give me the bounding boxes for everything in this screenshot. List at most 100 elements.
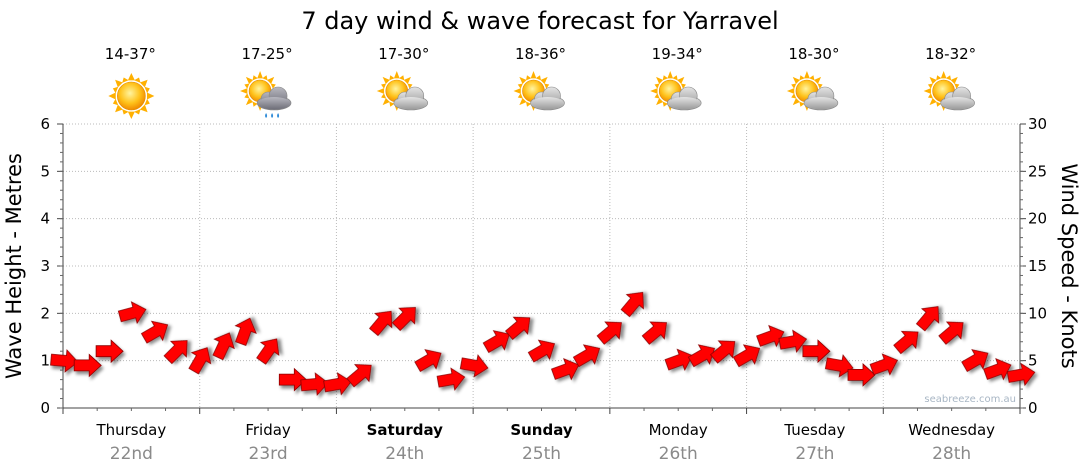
left-tick-label: 6 xyxy=(40,115,50,133)
wind-arrow xyxy=(278,367,307,392)
sun-cloud-icon xyxy=(923,71,975,111)
sun-ray xyxy=(139,79,148,88)
day-name-label: Tuesday xyxy=(783,421,845,439)
wind-arrows xyxy=(50,291,1036,396)
day-date-label: 24th xyxy=(385,444,424,464)
sun-cloud-icon xyxy=(513,71,565,111)
sun-ray xyxy=(112,86,119,94)
sun-ray xyxy=(656,76,664,85)
sun-ray xyxy=(108,92,116,100)
sun-ray xyxy=(927,83,934,89)
sun-ray xyxy=(262,75,268,81)
sun-ray xyxy=(929,76,937,85)
wind-arrow xyxy=(1006,362,1036,387)
rain-drop xyxy=(277,113,280,118)
cloud-shape xyxy=(256,86,292,111)
sun-ray xyxy=(115,79,123,88)
sun-ray xyxy=(403,76,411,85)
sun-ray xyxy=(654,83,660,89)
wind-arrow xyxy=(50,349,79,373)
wind-arrow xyxy=(915,306,940,332)
sun-ray xyxy=(134,77,141,83)
wind-arrow xyxy=(212,332,235,361)
sun-ray xyxy=(680,83,686,89)
day-name-label: Thursday xyxy=(95,421,166,439)
sun-ray xyxy=(122,77,129,83)
sun-ray xyxy=(929,97,937,106)
sun-ray xyxy=(667,71,674,79)
sun-ray xyxy=(252,101,258,107)
day-date-label: 26th xyxy=(659,444,698,464)
sun-ray xyxy=(791,93,797,99)
sun-ray xyxy=(786,88,795,94)
wind-arrow xyxy=(188,347,212,375)
sun-ray xyxy=(519,76,527,85)
wind-arrow xyxy=(596,321,622,345)
sun-ray xyxy=(252,75,258,81)
sun-ray xyxy=(245,97,254,106)
sun-icon xyxy=(108,73,155,119)
wind-arrow xyxy=(551,358,580,381)
cloud-shape xyxy=(393,86,429,111)
sun-ray xyxy=(544,83,550,89)
sun-ray xyxy=(936,75,942,81)
left-tick-label: 1 xyxy=(40,352,50,370)
sun-ray xyxy=(540,76,548,85)
wind-arrow xyxy=(847,362,876,387)
sun-ray xyxy=(654,93,660,99)
day-name-label: Wednesday xyxy=(908,421,995,439)
sun-ray xyxy=(650,88,658,94)
cloud-shape xyxy=(530,86,565,111)
wind-arrow xyxy=(117,301,147,325)
sun-ray xyxy=(799,101,805,107)
day-date-label: 23rd xyxy=(249,444,288,464)
wind-arrow xyxy=(95,339,124,364)
wind-arrow xyxy=(824,354,854,378)
sun-ray xyxy=(513,88,521,94)
sun-ray xyxy=(530,71,537,79)
sun-ray xyxy=(146,92,155,100)
sun-ray xyxy=(672,75,678,81)
sun-ray xyxy=(139,104,148,113)
left-tick-label: 3 xyxy=(40,257,50,275)
sun-ray xyxy=(799,75,805,81)
sun-ray xyxy=(267,76,275,85)
sun-ray xyxy=(936,101,942,107)
sun-ray xyxy=(656,97,664,106)
left-tick-label: 0 xyxy=(40,399,50,417)
wind-arrow xyxy=(641,321,667,345)
sun-ray xyxy=(270,83,276,89)
weather-row: 14-37° 17-25° 17-30° 18-36° 19-34° 18-30° 18-3… xyxy=(105,45,976,119)
day-date-label: 25th xyxy=(522,444,561,464)
sun-ray xyxy=(240,88,248,94)
sun-ray xyxy=(393,71,400,79)
sun-ray xyxy=(517,83,523,89)
wind-arrow xyxy=(572,344,601,368)
sun-ray xyxy=(144,98,150,106)
wind-arrow xyxy=(323,372,352,396)
sun-ray xyxy=(526,101,532,107)
sun-ray xyxy=(940,71,947,79)
wind-arrow xyxy=(482,330,510,354)
sun-cloud-icon xyxy=(786,71,839,111)
day-temp-range: 18-32° xyxy=(925,45,976,63)
wind-arrow xyxy=(710,340,736,364)
day-temp-range: 18-30° xyxy=(788,45,839,63)
sun-cloud-icon xyxy=(650,71,702,111)
sun-ray xyxy=(519,97,527,106)
grid-lines xyxy=(63,123,1020,408)
sun-ray xyxy=(792,76,800,85)
right-tick-label: 0 xyxy=(1028,399,1038,417)
credit-watermark: seabreeze.com.au xyxy=(924,394,1016,405)
sun-cloud-rain-icon xyxy=(240,71,292,118)
day-temp-range: 17-30° xyxy=(378,45,429,63)
sun-ray xyxy=(244,93,250,99)
wind-arrow xyxy=(527,339,556,363)
sun-ray xyxy=(792,97,800,106)
cloud-shape xyxy=(940,86,975,111)
cloud-shape xyxy=(666,86,702,111)
sun-ray xyxy=(257,71,263,79)
left-axis-ticks: 0 1 2 3 4 5 6 xyxy=(40,115,63,417)
day-name-label: Monday xyxy=(649,421,708,439)
sun-ray xyxy=(809,75,815,81)
